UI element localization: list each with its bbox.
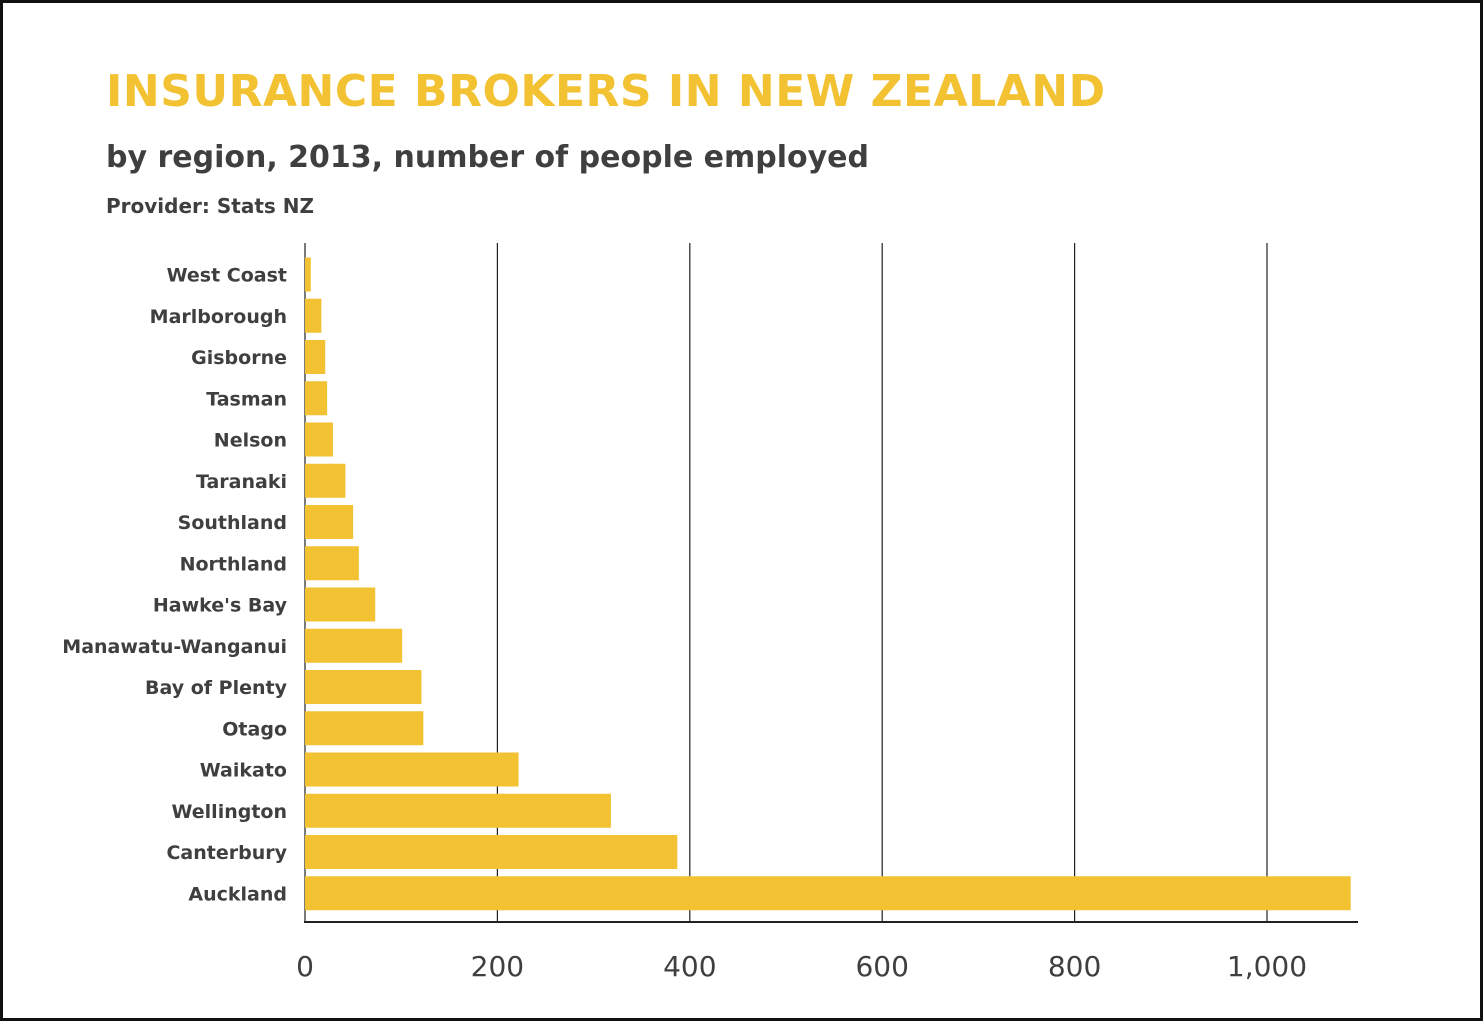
category-label-11: Otago: [222, 718, 287, 740]
chart-title: INSURANCE BROKERS IN NEW ZEALAND: [106, 66, 1106, 117]
category-label-6: Southland: [178, 512, 287, 534]
category-label-10: Bay of Plenty: [145, 677, 288, 699]
category-label-5: Taranaki: [196, 471, 287, 493]
category-label-8: Hawke's Bay: [153, 595, 288, 617]
category-label-12: Waikato: [200, 760, 287, 782]
bar-8: [305, 587, 376, 622]
bar-4: [305, 422, 333, 457]
bar-10: [305, 670, 422, 704]
category-label-15: Auckland: [188, 883, 287, 905]
bar-14: [305, 835, 678, 869]
x-tick-label-4: 800: [1048, 950, 1101, 983]
x-tick-label-2: 400: [663, 950, 716, 983]
bar-3: [305, 381, 328, 416]
bar-11: [305, 711, 424, 746]
category-label-7: Northland: [180, 553, 287, 575]
category-label-9: Manawatu-Wanganui: [62, 636, 287, 658]
category-label-0: West Coast: [167, 265, 287, 287]
bar-1: [305, 298, 322, 333]
category-label-3: Tasman: [206, 388, 287, 410]
bar-6: [305, 505, 354, 539]
bar-15: [305, 876, 1351, 911]
bar-0: [305, 257, 311, 292]
category-label-14: Canterbury: [166, 842, 287, 864]
chart-subtitle: by region, 2013, number of people employ…: [106, 140, 869, 175]
bar-5: [305, 463, 346, 498]
category-label-13: Wellington: [172, 801, 288, 823]
bar-13: [305, 793, 611, 828]
category-label-2: Gisborne: [191, 347, 287, 369]
x-tick-label-1: 200: [471, 950, 524, 983]
x-tick-label-5: 1,000: [1227, 950, 1307, 983]
bar-9: [305, 628, 403, 663]
x-tick-label-3: 600: [855, 950, 908, 983]
category-label-1: Marlborough: [150, 306, 287, 328]
bar-2: [305, 340, 326, 374]
bar-7: [305, 546, 359, 581]
data-provider: Provider: Stats NZ: [106, 194, 314, 218]
x-tick-label-0: 0: [296, 950, 314, 983]
category-label-4: Nelson: [214, 430, 287, 452]
bar-12: [305, 752, 519, 787]
